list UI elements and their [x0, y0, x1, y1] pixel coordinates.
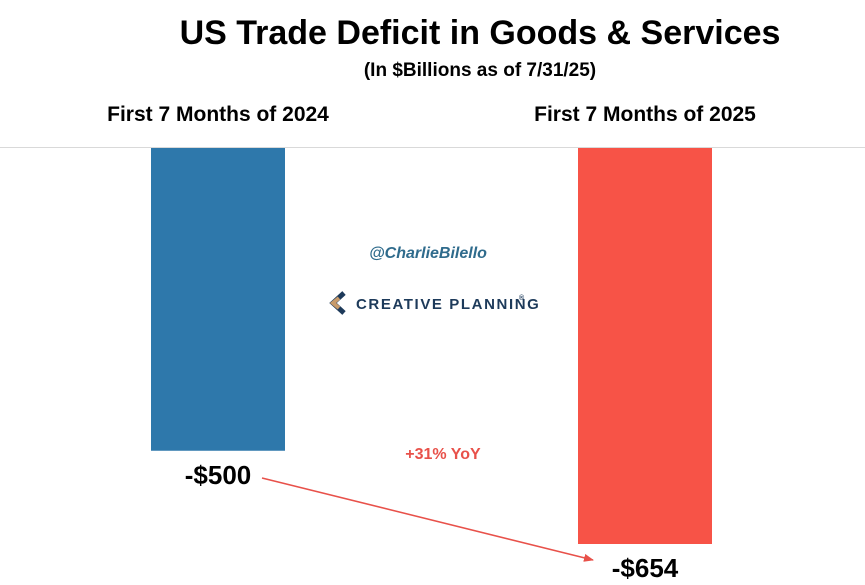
twitter-handle: @CharlieBilello	[369, 245, 487, 262]
bar-2024	[151, 148, 285, 451]
registered-mark: ®	[519, 294, 525, 302]
bar-2025	[578, 148, 712, 544]
value-label-2025: -$654	[612, 553, 679, 583]
category-label-2025: First 7 Months of 2025	[534, 103, 756, 126]
chart-subtitle: (In $Billions as of 7/31/25)	[364, 60, 596, 81]
category-label-2024: First 7 Months of 2024	[107, 103, 329, 126]
change-arrow	[261, 477, 594, 562]
yoy-annotation: +31% YoY	[405, 446, 481, 463]
brand-logo-icon	[329, 291, 346, 315]
chart-title: US Trade Deficit in Goods & Services	[180, 14, 781, 52]
value-label-2024: -$500	[185, 460, 252, 490]
bars-group	[151, 148, 712, 544]
brand-name: CREATIVE PLANNING	[356, 296, 540, 313]
